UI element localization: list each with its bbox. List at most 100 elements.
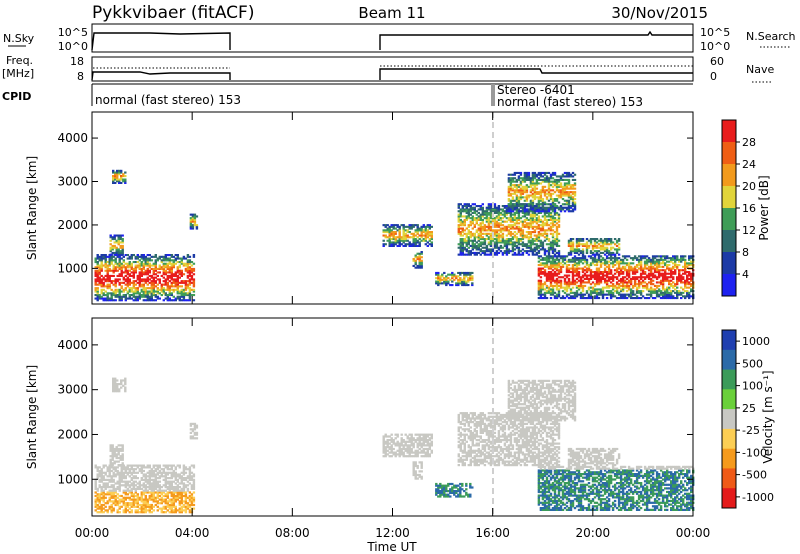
echo-cell — [128, 264, 131, 267]
echo-cell — [174, 297, 177, 300]
echo-cell — [112, 292, 115, 295]
echo-cell — [98, 466, 101, 469]
echo-cell — [507, 192, 511, 195]
echo-cell — [535, 173, 539, 176]
echo-cell — [497, 232, 501, 235]
echo-cell — [98, 281, 101, 284]
echo-cell — [519, 231, 523, 234]
echo-cell — [571, 272, 575, 275]
echo-cell — [118, 505, 121, 508]
echo-cell — [156, 466, 159, 469]
echo-cell — [557, 281, 561, 284]
echo-cell — [674, 264, 677, 267]
echo-cell — [651, 272, 655, 275]
echo-cell — [507, 243, 511, 246]
echo-cell — [617, 291, 621, 294]
echo-cell — [539, 220, 543, 223]
echo-cell — [126, 271, 129, 274]
echo-cell — [114, 267, 117, 270]
echo-cell — [543, 211, 547, 214]
echo-cell — [655, 258, 659, 261]
echo-cell — [487, 227, 491, 230]
echo-cell — [144, 477, 147, 480]
echo-cell — [519, 187, 523, 190]
echo-cell — [152, 255, 155, 258]
echo-cell — [477, 239, 480, 242]
echo-cell — [144, 494, 147, 498]
echo-cell — [457, 227, 460, 230]
echo-cell — [382, 239, 385, 242]
echo-cell — [404, 232, 407, 235]
echo-cell — [501, 253, 505, 256]
echo-cell — [170, 288, 173, 291]
echo-cell — [555, 243, 559, 246]
echo-cell — [643, 267, 647, 270]
echo-cell — [142, 475, 145, 478]
echo-cell — [475, 217, 478, 220]
echo-cell — [192, 255, 196, 258]
echo-cell — [595, 276, 599, 279]
echo-cell — [539, 203, 543, 206]
echo-cell — [557, 213, 561, 216]
echo-cell — [471, 232, 474, 235]
echo-cell — [94, 466, 97, 469]
echo-cell — [132, 469, 135, 473]
echo-cell — [178, 257, 181, 260]
echo-cell — [158, 278, 161, 281]
echo-cell — [537, 271, 541, 274]
echo-cell — [112, 178, 115, 181]
echo-cell — [418, 241, 421, 244]
echo-cell — [688, 274, 691, 277]
echo-cell — [134, 290, 137, 293]
echo-cell — [567, 253, 571, 256]
echo-cell — [479, 227, 482, 230]
echo-cell — [615, 283, 619, 286]
echo-cell — [477, 205, 480, 208]
echo-cell — [132, 276, 135, 279]
echo-cell — [639, 277, 643, 280]
echo-cell — [126, 464, 129, 467]
echo-cell — [138, 297, 141, 300]
echo-cell — [664, 258, 667, 261]
echo-cell — [589, 274, 593, 277]
echo-cell — [563, 189, 567, 192]
echo-cell — [565, 283, 569, 286]
echo-cell — [593, 295, 597, 298]
echo-cell — [621, 293, 625, 296]
echo-cell — [469, 213, 472, 216]
echo-cell — [561, 191, 565, 194]
echo-cell — [593, 258, 597, 261]
echo-cell — [541, 171, 545, 174]
echo-cell — [539, 269, 543, 272]
echo-cell — [130, 274, 133, 277]
echo-cell — [128, 273, 131, 276]
echo-cell — [130, 290, 133, 293]
echo-cell — [503, 239, 507, 242]
echo-cell — [531, 171, 535, 174]
echo-cell — [515, 187, 519, 190]
echo-cell — [549, 203, 553, 206]
echo-cell — [437, 282, 440, 285]
echo-cell — [645, 255, 649, 258]
echo-cell — [144, 503, 147, 507]
echo-cell — [112, 267, 115, 270]
echo-cell — [519, 184, 523, 187]
echo-cell — [531, 175, 535, 178]
echo-cell — [527, 194, 531, 197]
echo-cell — [481, 220, 484, 223]
echo-cell — [493, 241, 497, 244]
echo-cell — [162, 489, 165, 492]
echo-cell — [493, 244, 497, 247]
echo-cell — [623, 265, 627, 268]
echo-cell — [573, 251, 577, 254]
echo-cell — [96, 468, 99, 471]
echo-cell — [539, 194, 543, 197]
echo-cell — [529, 189, 533, 192]
echo-cell — [102, 507, 105, 510]
echo-cell — [148, 482, 151, 485]
echo-cell — [651, 297, 655, 300]
echo-cell — [158, 281, 161, 284]
echo-cell — [124, 505, 127, 508]
echo-cell — [191, 217, 195, 220]
echo-cell — [627, 284, 631, 287]
